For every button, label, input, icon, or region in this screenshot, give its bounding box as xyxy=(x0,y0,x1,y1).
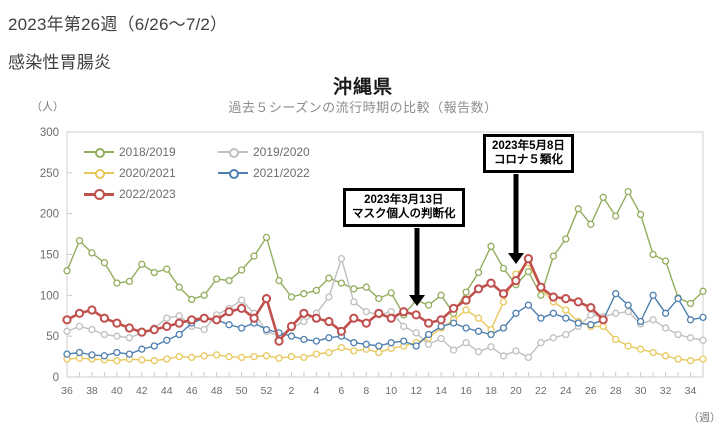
annotation-line-1: 2023年5月8日 xyxy=(492,140,565,152)
x-axis-tick-label: 44 xyxy=(161,385,173,397)
x-axis-tick-label: 26 xyxy=(585,385,597,397)
x-axis-tick-label: 24 xyxy=(560,385,572,397)
annotation-line-2: コロナ５類化 xyxy=(493,154,563,167)
annotation-mask-policy: 2023年3月13日 マスク個人の判断化 xyxy=(343,188,465,228)
y-axis-tick-label: 100 xyxy=(40,290,59,302)
y-axis-unit-label: （人） xyxy=(31,101,64,113)
x-axis-tick-label: 2 xyxy=(289,385,295,397)
series-line-2022-2023 xyxy=(62,254,608,346)
series-line-2020-2021 xyxy=(63,259,707,365)
x-axis-tick-label: 6 xyxy=(338,385,344,397)
x-axis-tick-label: 42 xyxy=(136,385,148,397)
legend-label: 2021/2022 xyxy=(253,165,310,180)
x-axis-tick-label: 30 xyxy=(635,385,647,397)
x-axis-tick-label: 28 xyxy=(610,385,622,397)
chart-subtitle: 過去５シーズンの流行時期の比較（報告数） xyxy=(228,100,498,115)
x-axis-tick-label: 40 xyxy=(111,385,123,397)
x-axis-tick-label: 20 xyxy=(510,385,522,397)
y-axis-tick-label: 200 xyxy=(40,209,59,221)
legend-item-2019-2020[interactable]: 2019/2020 xyxy=(218,145,352,159)
legend-swatch-icon xyxy=(84,146,114,158)
legend-label: 2020/2021 xyxy=(119,165,176,180)
x-axis-tick-label: 4 xyxy=(313,385,319,397)
series-line-2021-2022 xyxy=(63,290,707,360)
annotation-line-2: マスク個人の判断化 xyxy=(352,208,456,221)
x-axis-tick-label: 32 xyxy=(660,385,672,397)
annotation-line-1: 2023年3月13日 xyxy=(364,194,444,206)
annotation-arrow-mask-policy xyxy=(409,228,425,306)
chart-legend: 2018/2019 2019/2020 2020/2021 2021/20 xyxy=(84,141,352,205)
chart-title: 沖縄県 xyxy=(332,77,393,98)
x-axis-unit-label: （週） xyxy=(688,412,721,424)
legend-item-2021-2022[interactable]: 2021/2022 xyxy=(218,166,352,180)
legend-swatch-icon xyxy=(84,167,114,179)
annotation-covid-class5: 2023年5月8日 コロナ５類化 xyxy=(483,134,574,174)
x-axis-tick-label: 8 xyxy=(363,385,369,397)
x-axis-tick-label: 50 xyxy=(236,385,248,397)
legend-swatch-icon xyxy=(218,167,248,179)
legend-label: 2022/2023 xyxy=(119,186,176,201)
legend-item-2018-2019[interactable]: 2018/2019 xyxy=(84,145,218,159)
x-axis-tick-label: 48 xyxy=(211,385,223,397)
x-axis-tick-label: 38 xyxy=(86,385,98,397)
x-axis-tick-label: 52 xyxy=(261,385,273,397)
legend-swatch-icon xyxy=(84,188,114,200)
disease-name-label: 感染性胃腸炎 xyxy=(8,53,112,72)
y-axis-tick-label: 250 xyxy=(40,168,59,180)
x-axis-tick-label: 16 xyxy=(460,385,472,397)
x-axis-tick-label: 46 xyxy=(186,385,198,397)
legend-label: 2018/2019 xyxy=(119,144,176,159)
series-line-2019-2020 xyxy=(63,254,707,362)
x-axis-tick-label: 36 xyxy=(61,385,73,397)
x-axis-tick-label: 18 xyxy=(485,385,497,397)
legend-label: 2019/2020 xyxy=(253,144,310,159)
legend-swatch-icon xyxy=(218,146,248,158)
y-axis-tick-label: 50 xyxy=(46,331,59,343)
y-axis-tick-label: 150 xyxy=(40,250,59,262)
y-axis-tick-label: 0 xyxy=(53,372,59,384)
legend-item-2022-2023[interactable]: 2022/2023 xyxy=(84,187,218,201)
x-axis-tick-label: 14 xyxy=(435,385,447,397)
x-axis-tick-label: 10 xyxy=(385,385,397,397)
x-axis-tick-label: 12 xyxy=(410,385,422,397)
report-period-label: 2023年第26週（6/26〜7/2） xyxy=(8,15,228,34)
x-axis-tick-label: 22 xyxy=(535,385,547,397)
legend-item-2020-2021[interactable]: 2020/2021 xyxy=(84,166,218,180)
annotation-arrow-covid-class5 xyxy=(508,174,524,264)
x-axis-tick-label: 34 xyxy=(685,385,697,397)
y-axis-tick-label: 300 xyxy=(40,127,59,139)
